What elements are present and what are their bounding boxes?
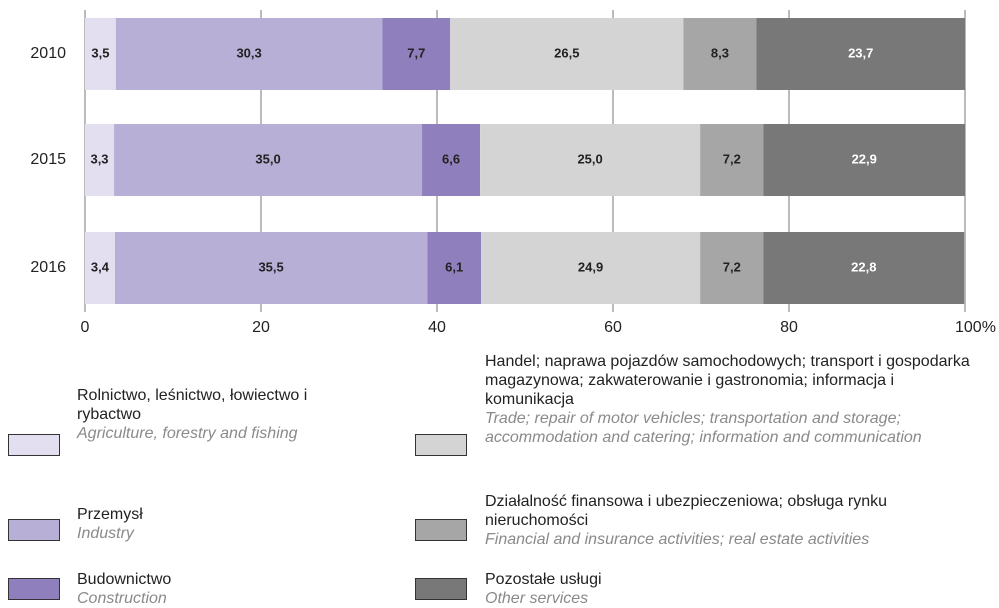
legend-text: Budownictwo Construction bbox=[77, 570, 377, 608]
legend-name: Przemysł bbox=[77, 506, 143, 523]
legend-text: Rolnictwo, leśnictwo, łowiectwo i rybact… bbox=[77, 386, 339, 443]
x-tick-label: 100% bbox=[955, 319, 996, 336]
bar-segment bbox=[481, 232, 701, 304]
legend-name-en: Financial and insurance activities; real… bbox=[485, 531, 870, 548]
y-tick-label: 2010 bbox=[30, 45, 66, 62]
value-label: 3,5 bbox=[91, 45, 109, 60]
bar-segment bbox=[450, 18, 684, 90]
legend-name-en: Industry bbox=[77, 525, 134, 542]
value-label: 22,8 bbox=[851, 259, 876, 274]
value-label: 7,2 bbox=[723, 259, 741, 274]
legend-name-en: Trade; repair of motor vehicles; transpo… bbox=[485, 410, 922, 446]
value-label: 35,0 bbox=[255, 151, 280, 166]
bar-segment bbox=[756, 18, 965, 90]
legend-name: Pozostałe usługi bbox=[485, 571, 602, 588]
x-tick-label: 20 bbox=[252, 319, 270, 336]
legend-name-en: Other services bbox=[485, 590, 589, 607]
bar-segment bbox=[683, 18, 757, 90]
value-label: 8,3 bbox=[711, 45, 729, 60]
legend-swatch bbox=[415, 578, 467, 600]
value-label: 6,6 bbox=[442, 151, 460, 166]
legend-name: Rolnictwo, leśnictwo, łowiectwo i rybact… bbox=[77, 387, 308, 423]
bar-segment bbox=[114, 232, 428, 304]
legend-text: Przemysł Industry bbox=[77, 505, 377, 543]
value-label: 7,7 bbox=[407, 45, 425, 60]
legend-name: Działalność finansowa i ubezpieczeniowa;… bbox=[485, 493, 888, 529]
legend-name: Handel; naprawa pojazdów samochodowych; … bbox=[485, 353, 970, 408]
bar-segment bbox=[114, 124, 423, 196]
value-label: 30,3 bbox=[236, 45, 261, 60]
legend-swatch bbox=[8, 519, 60, 541]
value-label: 24,9 bbox=[578, 259, 603, 274]
value-label: 3,3 bbox=[90, 151, 108, 166]
x-tick-label: 40 bbox=[428, 319, 446, 336]
bar-segment bbox=[700, 232, 764, 304]
value-label: 22,9 bbox=[852, 151, 877, 166]
value-label: 25,0 bbox=[577, 151, 602, 166]
bar-segment bbox=[700, 124, 764, 196]
legend-text: Handel; naprawa pojazdów samochodowych; … bbox=[485, 352, 980, 447]
legend-swatch bbox=[415, 519, 467, 541]
x-tick-label: 80 bbox=[780, 319, 798, 336]
value-label: 3,4 bbox=[91, 259, 110, 274]
x-tick-label: 0 bbox=[81, 319, 90, 336]
value-label: 23,7 bbox=[848, 45, 873, 60]
legend-swatch bbox=[415, 434, 467, 456]
y-tick-label: 2015 bbox=[30, 151, 66, 168]
bar-segment bbox=[422, 124, 481, 196]
legend-name-en: Agriculture, forestry and fishing bbox=[77, 425, 298, 442]
legend-text: Działalność finansowa i ubezpieczeniowa;… bbox=[485, 492, 980, 549]
y-tick-label: 2016 bbox=[30, 259, 66, 276]
value-label: 26,5 bbox=[554, 45, 579, 60]
value-label: 7,2 bbox=[723, 151, 741, 166]
bar-segment bbox=[480, 124, 701, 196]
bar-segment bbox=[763, 124, 965, 196]
legend-swatch bbox=[8, 434, 60, 456]
value-label: 35,5 bbox=[258, 259, 283, 274]
legend-name: Budownictwo bbox=[77, 571, 172, 588]
x-tick-label: 60 bbox=[604, 319, 622, 336]
legend-text: Pozostałe usługi Other services bbox=[485, 570, 980, 608]
bar-segment bbox=[427, 232, 481, 304]
bar-segment bbox=[115, 18, 383, 90]
bar-segment bbox=[85, 124, 115, 196]
legend-name-en: Construction bbox=[77, 590, 167, 607]
bar-segment bbox=[763, 232, 965, 304]
legend-swatch bbox=[8, 578, 60, 600]
bar-segment bbox=[85, 18, 116, 90]
bar-segment bbox=[85, 232, 115, 304]
value-label: 6,1 bbox=[445, 259, 463, 274]
chart: 0 20 40 60 80 100% 2010 3,5 30,3 7,7 26,5 8,3 23,7 20… bbox=[30, 10, 996, 336]
bar-segment bbox=[382, 18, 451, 90]
